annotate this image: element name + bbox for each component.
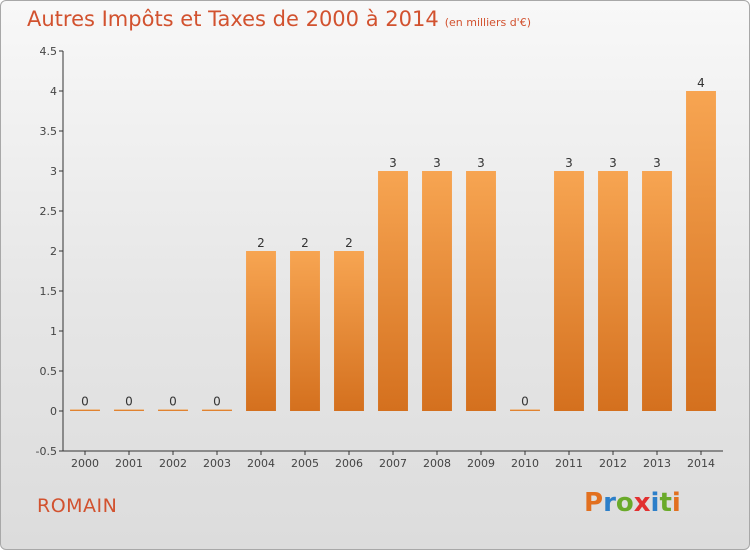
commune-name: ROMAIN xyxy=(37,495,118,517)
logo-letter: i xyxy=(671,488,681,518)
data-label: 0 xyxy=(125,395,133,409)
logo-letter: r xyxy=(603,488,616,518)
title-text: Autres Impôts et Taxes de 2000 à 2014 xyxy=(27,7,439,31)
data-label: 3 xyxy=(477,156,485,170)
bar xyxy=(422,171,452,411)
data-label: 0 xyxy=(213,395,221,409)
proxiti-logo: Proxiti xyxy=(584,488,681,518)
bar xyxy=(334,251,364,411)
x-tick-label: 2003 xyxy=(203,457,231,470)
data-label: 3 xyxy=(565,156,573,170)
y-tick-label: 4 xyxy=(50,85,57,98)
logo-letter: P xyxy=(584,488,604,518)
y-tick-label: -0.5 xyxy=(36,445,57,458)
data-label: 0 xyxy=(169,395,177,409)
x-tick-label: 2007 xyxy=(379,457,407,470)
bar xyxy=(290,251,320,411)
y-tick-label: 0 xyxy=(50,405,57,418)
x-tick-label: 2002 xyxy=(159,457,187,470)
y-tick-label: 3.5 xyxy=(40,125,58,138)
x-tick-label: 2013 xyxy=(643,457,671,470)
x-tick-label: 2004 xyxy=(247,457,275,470)
data-label: 3 xyxy=(609,156,617,170)
bar xyxy=(510,409,540,411)
x-tick-label: 2009 xyxy=(467,457,495,470)
bar xyxy=(466,171,496,411)
x-tick-label: 2014 xyxy=(687,457,715,470)
logo-letter: o xyxy=(615,488,634,518)
x-tick-label: 2011 xyxy=(555,457,583,470)
chart-subtitle: (en milliers d'€) xyxy=(444,16,531,29)
chart-title: Autres Impôts et Taxes de 2000 à 2014 (en… xyxy=(27,7,531,31)
x-tick-label: 2005 xyxy=(291,457,319,470)
x-tick-label: 2006 xyxy=(335,457,363,470)
x-tick-label: 2001 xyxy=(115,457,143,470)
data-label: 3 xyxy=(653,156,661,170)
bar xyxy=(114,409,144,411)
data-label: 2 xyxy=(257,236,265,250)
logo-letter: x xyxy=(633,488,651,518)
bar xyxy=(686,91,716,411)
data-label: 0 xyxy=(81,395,89,409)
data-label: 4 xyxy=(697,76,705,90)
y-tick-label: 2.5 xyxy=(40,205,58,218)
bar xyxy=(158,409,188,411)
bar xyxy=(246,251,276,411)
y-tick-label: 0.5 xyxy=(40,365,58,378)
y-tick-label: 2 xyxy=(50,245,57,258)
data-label: 0 xyxy=(521,395,529,409)
x-tick-label: 2012 xyxy=(599,457,627,470)
x-tick-label: 2010 xyxy=(511,457,539,470)
y-tick-label: 1 xyxy=(50,325,57,338)
logo-letter: t xyxy=(659,488,672,518)
bar xyxy=(70,409,100,411)
y-tick-label: 1.5 xyxy=(40,285,58,298)
data-label: 2 xyxy=(345,236,353,250)
y-tick-label: 3 xyxy=(50,165,57,178)
bar xyxy=(202,409,232,411)
x-tick-label: 2008 xyxy=(423,457,451,470)
y-tick-label: 4.5 xyxy=(40,45,58,58)
data-label: 3 xyxy=(389,156,397,170)
x-tick-label: 2000 xyxy=(71,457,99,470)
bar xyxy=(642,171,672,411)
data-label: 2 xyxy=(301,236,309,250)
bar xyxy=(554,171,584,411)
bar xyxy=(598,171,628,411)
bar xyxy=(378,171,408,411)
data-label: 3 xyxy=(433,156,441,170)
logo-letter: i xyxy=(650,488,660,518)
